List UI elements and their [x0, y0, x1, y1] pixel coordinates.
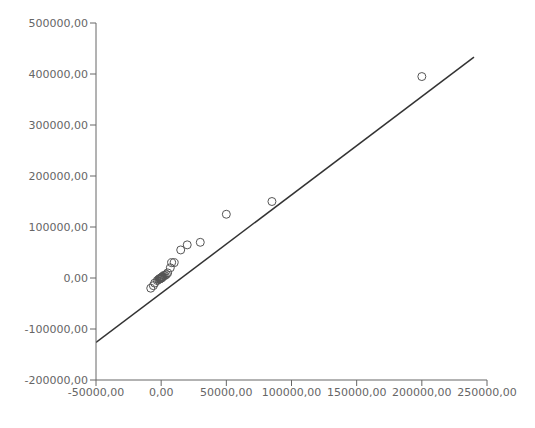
svg-text:50000,00: 50000,00 — [200, 386, 253, 399]
svg-text:0,00: 0,00 — [64, 272, 89, 285]
svg-text:250000,00: 250000,00 — [457, 386, 517, 399]
svg-text:300000,00: 300000,00 — [29, 119, 89, 132]
svg-text:150000,00: 150000,00 — [327, 386, 387, 399]
svg-text:100000,00: 100000,00 — [262, 386, 322, 399]
svg-text:-50000,00: -50000,00 — [68, 386, 124, 399]
svg-text:200000,00: 200000,00 — [29, 170, 89, 183]
svg-text:400000,00: 400000,00 — [29, 68, 89, 81]
svg-text:100000,00: 100000,00 — [29, 221, 89, 234]
svg-text:0,00: 0,00 — [149, 386, 174, 399]
svg-text:-100000,00: -100000,00 — [25, 323, 88, 336]
svg-text:200000,00: 200000,00 — [392, 386, 452, 399]
svg-text:-200000,00: -200000,00 — [25, 374, 88, 387]
svg-text:500000,00: 500000,00 — [29, 17, 89, 30]
